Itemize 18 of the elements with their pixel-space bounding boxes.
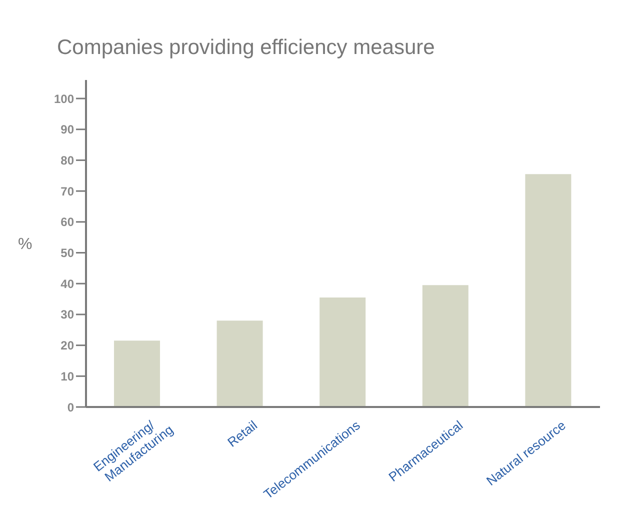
chart-title: Companies providing efficiency measure — [57, 36, 435, 60]
bar — [525, 174, 572, 407]
y-tick-label: 100 — [54, 92, 74, 106]
y-tick-label: 30 — [60, 308, 74, 322]
y-tick-label: 40 — [60, 276, 74, 291]
y-tick-label: 80 — [60, 153, 74, 168]
bar — [114, 340, 160, 407]
y-tick-label: 50 — [60, 246, 74, 260]
bar — [216, 320, 263, 407]
y-tick-label: 10 — [60, 369, 74, 384]
bar — [422, 285, 468, 407]
bar — [320, 297, 366, 407]
y-axis-title: % — [18, 236, 32, 254]
y-tick-label: 70 — [60, 184, 74, 198]
y-tick-label: 20 — [60, 338, 74, 353]
y-tick-label: 0 — [67, 400, 74, 414]
y-tick-label: 60 — [60, 215, 74, 230]
y-tick-label: 90 — [60, 122, 74, 137]
